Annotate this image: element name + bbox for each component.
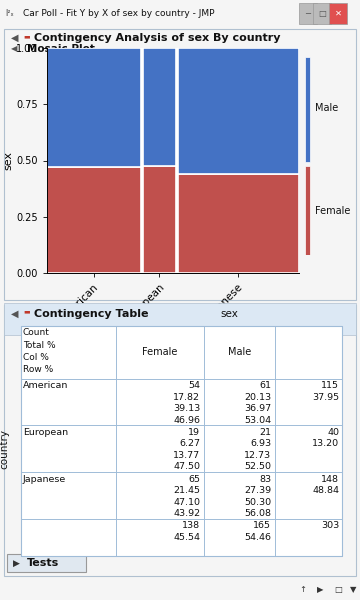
Text: 54.46: 54.46 — [244, 533, 271, 542]
Text: Total %: Total % — [23, 341, 55, 350]
Text: 138: 138 — [182, 521, 200, 530]
Bar — [143, 166, 176, 273]
Text: l²ₓ: l²ₓ — [5, 8, 14, 17]
Text: 13.20: 13.20 — [312, 439, 339, 448]
Text: Male: Male — [228, 347, 251, 357]
Text: 6.93: 6.93 — [250, 439, 271, 448]
Text: Tests: Tests — [27, 558, 59, 568]
Text: American: American — [23, 381, 68, 390]
Text: 115: 115 — [321, 381, 339, 390]
Text: Female: Female — [315, 206, 350, 217]
Text: ◀: ◀ — [11, 309, 18, 319]
Text: 12.73: 12.73 — [244, 451, 271, 460]
Text: 37.95: 37.95 — [312, 392, 339, 401]
Text: 13.77: 13.77 — [173, 451, 200, 460]
Text: 47.50: 47.50 — [173, 463, 200, 472]
Text: 148: 148 — [321, 475, 339, 484]
Text: Contingency Analysis of sex By country: Contingency Analysis of sex By country — [34, 33, 281, 43]
Text: ─: ─ — [305, 8, 310, 17]
Text: ◀: ◀ — [11, 33, 18, 43]
Text: 40: 40 — [327, 428, 339, 437]
Text: 52.50: 52.50 — [244, 463, 271, 472]
Text: 48.84: 48.84 — [312, 486, 339, 495]
Text: 53.04: 53.04 — [244, 416, 271, 425]
Bar — [7, 554, 86, 572]
Text: European: European — [23, 428, 68, 437]
Bar — [4, 303, 356, 335]
Text: Row %: Row % — [23, 365, 53, 374]
Text: 46.96: 46.96 — [173, 416, 200, 425]
Text: 83: 83 — [259, 475, 271, 484]
Text: 303: 303 — [321, 521, 339, 530]
Text: ▼: ▼ — [350, 585, 356, 594]
Text: sex: sex — [220, 308, 238, 319]
Text: 6.27: 6.27 — [179, 439, 200, 448]
Text: 21.45: 21.45 — [173, 486, 200, 495]
Bar — [143, 48, 176, 166]
Text: 20.13: 20.13 — [244, 392, 271, 401]
Text: 65: 65 — [188, 475, 200, 484]
Text: ✕: ✕ — [335, 8, 342, 17]
Bar — [329, 2, 347, 24]
Text: 17.82: 17.82 — [173, 392, 200, 401]
Text: Count: Count — [23, 328, 50, 337]
Bar — [299, 2, 317, 24]
Text: 50.30: 50.30 — [244, 497, 271, 506]
Text: Female: Female — [142, 347, 177, 357]
Text: ▬: ▬ — [23, 33, 30, 39]
X-axis label: country: country — [152, 327, 194, 337]
Text: country: country — [0, 429, 9, 469]
Text: 165: 165 — [253, 521, 271, 530]
Text: 39.13: 39.13 — [173, 404, 200, 413]
Text: Male: Male — [315, 103, 338, 113]
Text: 21: 21 — [259, 428, 271, 437]
Bar — [305, 166, 310, 255]
Text: ▶: ▶ — [317, 585, 324, 594]
Text: 19: 19 — [188, 428, 200, 437]
Text: Japanese: Japanese — [23, 475, 66, 484]
Text: ↑: ↑ — [299, 585, 306, 594]
Text: 36.97: 36.97 — [244, 404, 271, 413]
Bar — [47, 48, 141, 167]
Text: Contingency Table: Contingency Table — [34, 309, 149, 319]
Bar — [313, 2, 331, 24]
Bar — [177, 174, 299, 273]
Text: □: □ — [318, 8, 326, 17]
Text: 54: 54 — [188, 381, 200, 390]
Text: 56.08: 56.08 — [244, 509, 271, 518]
Text: 61: 61 — [259, 381, 271, 390]
Bar — [305, 57, 310, 162]
Text: ◀: ◀ — [11, 44, 17, 53]
Text: 43.92: 43.92 — [173, 509, 200, 518]
Text: □: □ — [334, 585, 342, 594]
Text: Col %: Col % — [23, 353, 49, 362]
Text: Mosaic Plot: Mosaic Plot — [27, 44, 95, 54]
Text: 27.39: 27.39 — [244, 486, 271, 495]
Text: 47.10: 47.10 — [173, 497, 200, 506]
Text: ▶: ▶ — [13, 559, 19, 568]
Text: Car Poll - Fit Y by X of sex by country - JMP: Car Poll - Fit Y by X of sex by country … — [23, 8, 215, 17]
Y-axis label: sex: sex — [3, 151, 13, 170]
Text: 45.54: 45.54 — [173, 533, 200, 542]
Bar — [177, 48, 299, 174]
Text: ▬: ▬ — [23, 309, 30, 315]
Bar — [47, 167, 141, 273]
